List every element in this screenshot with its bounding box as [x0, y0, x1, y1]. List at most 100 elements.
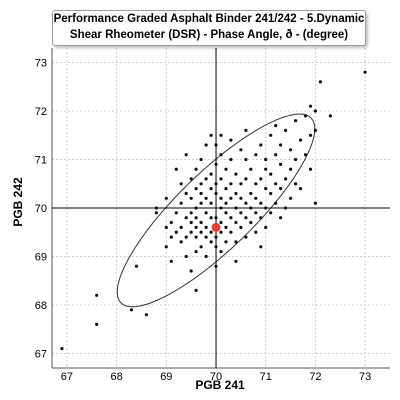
- data-point: [239, 148, 243, 152]
- data-point: [194, 288, 198, 292]
- data-point: [249, 206, 253, 210]
- data-point: [204, 225, 208, 229]
- data-point: [269, 191, 273, 196]
- data-point: [244, 128, 248, 132]
- data-point: [184, 235, 188, 239]
- data-point: [204, 177, 208, 181]
- data-point: [254, 230, 258, 234]
- data-point: [214, 162, 218, 166]
- data-point: [279, 216, 283, 220]
- data-point: [219, 250, 223, 254]
- data-point: [264, 206, 268, 210]
- data-point: [184, 153, 188, 157]
- data-point: [259, 201, 263, 205]
- data-point: [174, 167, 178, 171]
- data-point: [189, 211, 193, 215]
- data-point: [204, 254, 208, 259]
- data-point: [209, 201, 213, 205]
- x-axis-label: PGB 241: [195, 378, 245, 392]
- mean-point: [211, 222, 221, 232]
- data-point: [189, 196, 193, 200]
- data-point: [274, 124, 278, 128]
- y-tick-label: 68: [35, 300, 47, 312]
- data-point: [294, 182, 298, 186]
- data-point: [244, 177, 248, 181]
- data-point: [269, 133, 273, 137]
- data-point: [259, 216, 263, 220]
- chart-title: Performance Graded Asphalt Binder 241/24…: [53, 13, 365, 25]
- data-point: [209, 240, 213, 244]
- data-point: [189, 177, 193, 181]
- data-point: [219, 177, 223, 181]
- data-point: [234, 259, 238, 263]
- data-point: [209, 133, 213, 137]
- data-point: [279, 143, 283, 147]
- data-point: [308, 104, 313, 108]
- data-point: [179, 201, 183, 205]
- data-point: [194, 250, 198, 254]
- y-axis-label: PGB 242: [11, 177, 25, 227]
- data-point: [209, 187, 213, 191]
- y-tick-label: 67: [35, 348, 47, 360]
- data-point: [269, 172, 273, 176]
- data-point: [284, 177, 288, 181]
- data-points: [60, 70, 367, 351]
- data-point: [254, 211, 258, 215]
- data-point: [239, 225, 243, 229]
- x-tick-label: 72: [309, 371, 321, 383]
- data-point: [289, 148, 293, 152]
- data-point: [289, 196, 293, 200]
- y-tick-label: 71: [35, 155, 47, 167]
- x-tick-labels: 67 68 69 70 71 72 73: [61, 371, 371, 383]
- data-point: [129, 308, 134, 312]
- data-point: [234, 191, 238, 196]
- data-point: [189, 220, 193, 225]
- y-tick-label: 73: [35, 58, 47, 70]
- data-point: [244, 201, 248, 205]
- data-point: [189, 269, 193, 273]
- data-point: [298, 138, 303, 142]
- data-point: [224, 201, 228, 205]
- data-point: [224, 225, 228, 229]
- data-point: [259, 245, 263, 249]
- data-point: [204, 143, 208, 147]
- data-point: [229, 196, 233, 200]
- data-point: [154, 211, 158, 215]
- data-point: [234, 206, 238, 210]
- y-tick-label: 70: [35, 203, 47, 215]
- data-point: [199, 201, 203, 205]
- data-point: [264, 157, 268, 162]
- data-point: [134, 264, 139, 268]
- data-point: [274, 201, 278, 205]
- data-point: [274, 182, 278, 186]
- data-point: [234, 240, 238, 244]
- data-point: [308, 167, 313, 171]
- data-point: [199, 191, 203, 196]
- data-point: [219, 196, 223, 200]
- data-point: [239, 182, 243, 186]
- y-tick-labels: 67 68 69 70 71 72 73: [35, 58, 47, 361]
- data-point: [259, 177, 263, 181]
- data-point: [199, 220, 203, 225]
- data-point: [184, 254, 188, 259]
- data-point: [244, 157, 248, 162]
- data-point: [249, 220, 253, 225]
- data-point: [313, 128, 317, 132]
- data-point: [179, 225, 183, 229]
- data-point: [199, 182, 203, 186]
- data-point: [284, 206, 288, 210]
- y-tick-label: 69: [35, 251, 47, 263]
- data-point: [264, 225, 268, 229]
- data-point: [204, 235, 208, 239]
- confidence-ellipse: [116, 113, 316, 308]
- x-tick-label: 69: [160, 371, 172, 383]
- data-point: [249, 167, 253, 171]
- data-point: [174, 230, 178, 234]
- data-point: [194, 235, 198, 239]
- data-point: [179, 240, 183, 244]
- data-point: [229, 138, 233, 142]
- data-point: [313, 201, 317, 205]
- data-point: [279, 187, 283, 191]
- data-point: [214, 182, 218, 186]
- data-point: [229, 216, 233, 220]
